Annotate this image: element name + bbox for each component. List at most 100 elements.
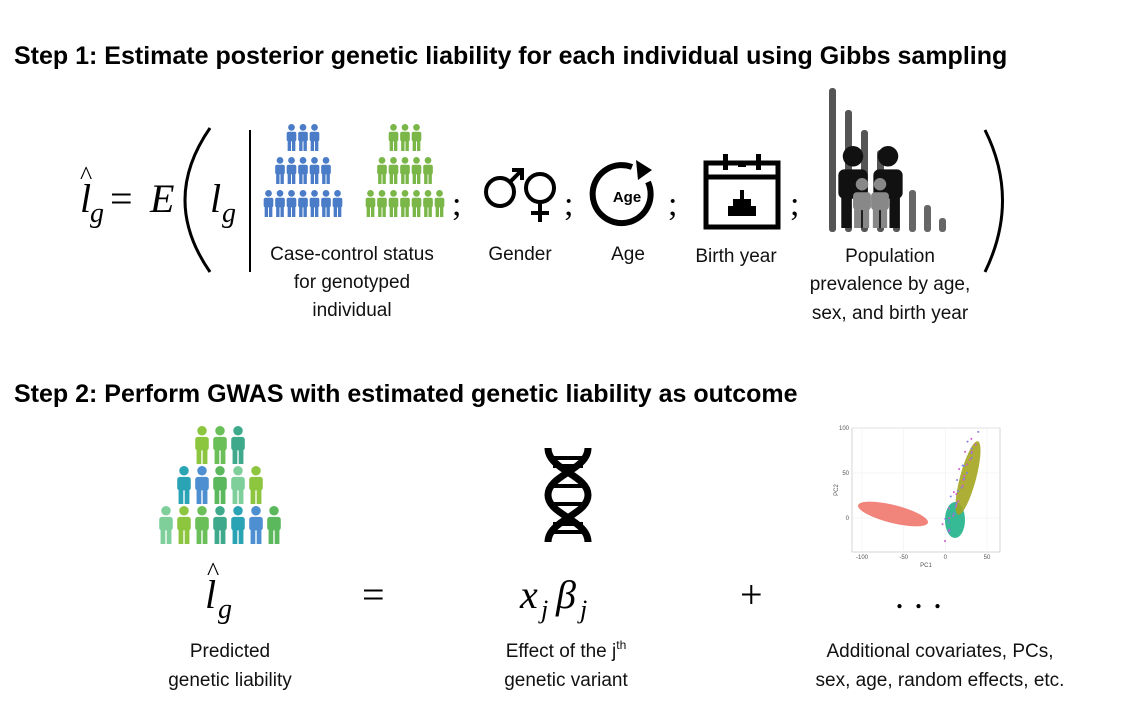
- person-body: [213, 516, 227, 531]
- point: [977, 430, 980, 433]
- person-body: [177, 516, 191, 531]
- person-leg: [232, 489, 238, 504]
- person-body: [249, 516, 263, 531]
- label: Birth year: [695, 246, 777, 267]
- person-head: [367, 190, 374, 197]
- person-head: [378, 157, 386, 164]
- person-leg: [280, 206, 284, 217]
- person-leg: [862, 208, 870, 228]
- person-leg: [202, 529, 208, 544]
- person-body: [321, 164, 331, 175]
- person-head: [197, 426, 207, 436]
- case-control-icon: [263, 124, 445, 217]
- formula-plus: +: [740, 572, 763, 617]
- point: [966, 440, 969, 443]
- person-leg: [310, 206, 315, 217]
- person-head: [390, 157, 397, 164]
- person-leg: [303, 173, 307, 184]
- person-head: [401, 124, 409, 131]
- person-body: [267, 516, 281, 531]
- person-leg: [196, 529, 202, 544]
- person-head: [390, 190, 397, 197]
- person-leg: [405, 173, 409, 184]
- formula-lhs-sub: g: [90, 198, 104, 229]
- person-body: [423, 164, 433, 175]
- person-head: [877, 146, 899, 167]
- person-head: [842, 146, 864, 167]
- person-leg: [310, 173, 315, 184]
- dna-icon: [544, 447, 592, 543]
- label: Additional covariates, PCs,: [826, 641, 1053, 662]
- separator: ;: [668, 186, 677, 223]
- person-body: [853, 192, 871, 211]
- gender-icon: [484, 168, 556, 222]
- person-leg: [401, 206, 405, 217]
- person-leg: [287, 140, 292, 151]
- person-leg: [378, 206, 382, 217]
- person-head: [251, 466, 261, 476]
- person-leg: [291, 173, 296, 184]
- person-head: [233, 506, 243, 516]
- person-head: [401, 190, 409, 197]
- person-leg: [202, 489, 208, 504]
- person-head: [299, 124, 307, 131]
- person-leg: [416, 206, 421, 217]
- person-leg: [214, 489, 220, 504]
- person-body: [411, 164, 422, 175]
- person-body: [838, 169, 868, 199]
- person-leg: [160, 529, 166, 544]
- person-leg: [310, 140, 315, 151]
- person-leg: [238, 449, 244, 464]
- person-leg: [287, 206, 292, 217]
- prevalence-bar: [939, 218, 946, 232]
- person-leg: [322, 173, 326, 184]
- person-body: [286, 164, 297, 175]
- person-leg: [196, 489, 202, 504]
- person-leg: [378, 173, 382, 184]
- step1-title: Step 1: Estimate posterior genetic liabi…: [14, 42, 1007, 70]
- person-body: [309, 197, 320, 208]
- person-body: [213, 436, 227, 451]
- person-body: [298, 131, 308, 142]
- person-head: [413, 157, 420, 164]
- person-leg: [299, 140, 303, 151]
- y-axis-label: PC2: [834, 484, 840, 496]
- person-head: [322, 190, 330, 197]
- point: [966, 463, 969, 466]
- person-leg: [268, 206, 273, 217]
- hat: ^: [207, 557, 219, 586]
- person-leg: [382, 206, 386, 217]
- person-head: [855, 178, 869, 191]
- person-leg: [178, 529, 184, 544]
- person-leg: [401, 140, 405, 151]
- person-body: [213, 476, 227, 491]
- person-leg: [405, 206, 409, 217]
- person-leg: [280, 173, 284, 184]
- person-leg: [424, 206, 428, 217]
- person-head: [215, 426, 225, 436]
- point: [958, 468, 961, 471]
- person-leg: [389, 206, 394, 217]
- person-body: [275, 164, 285, 175]
- point: [963, 464, 966, 467]
- person-leg: [428, 206, 432, 217]
- person-body: [286, 131, 297, 142]
- person-leg: [287, 173, 292, 184]
- person-body: [177, 476, 191, 491]
- separator: ;: [452, 186, 461, 223]
- point: [970, 437, 973, 440]
- person-body: [400, 164, 410, 175]
- point: [961, 484, 964, 487]
- person-body: [231, 436, 245, 451]
- person-body: [388, 131, 399, 142]
- person-leg: [370, 206, 375, 217]
- person-body: [195, 436, 209, 451]
- label: Age: [611, 244, 645, 265]
- person-leg: [314, 173, 319, 184]
- formula-lhs-sub: g: [218, 594, 232, 625]
- person-body: [321, 197, 331, 208]
- point: [957, 500, 960, 503]
- point: [974, 443, 977, 446]
- person-leg: [393, 206, 398, 217]
